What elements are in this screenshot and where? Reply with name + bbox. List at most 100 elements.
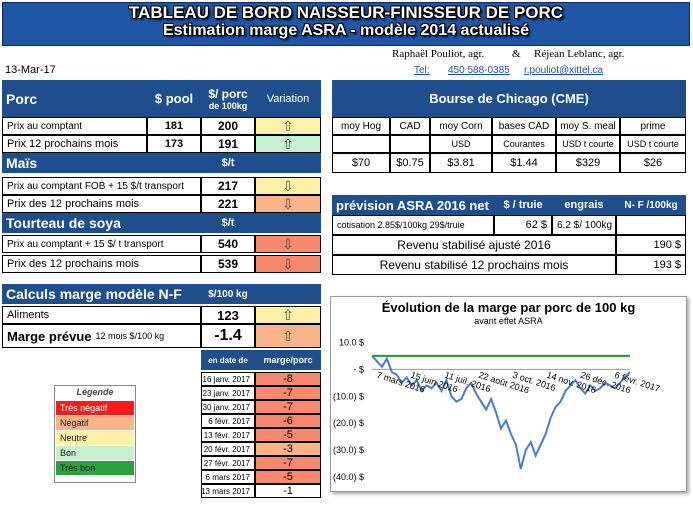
mais-row-label: Prix au comptant FOB + 15 $/t transport [7, 180, 185, 192]
revenu-12mois-cell: 193 $ [616, 255, 686, 275]
history-marge: -8 [255, 372, 321, 386]
porc-100kg-value: 200 [217, 119, 239, 133]
asra-truie-cell: 62 $ [494, 215, 552, 235]
mais-row-label: Prix des 12 prochains mois [7, 198, 140, 210]
soya-header: Tourteau de soya [2, 213, 201, 233]
tel-label: Tel: [414, 65, 430, 76]
mais-row-comptant: Prix au comptant FOB + 15 $/t transport [2, 177, 201, 195]
soya-header-fill [255, 213, 321, 233]
down-arrow-icon: ⇩ [282, 255, 294, 272]
porc-label: Porc [6, 90, 38, 107]
marge-row: Marge prévue 12 mois $/100 kg [2, 324, 201, 348]
cme-col-unit: Courantes [492, 135, 556, 153]
cme-col-header: moy S. meal [556, 117, 620, 135]
porc-header: Porc [2, 80, 147, 117]
porc-pool-12mois: 173 [147, 135, 201, 153]
cme-col-value: $1.44 [492, 153, 556, 173]
porc-row-12mois: Prix 12 prochains mois [2, 135, 147, 153]
soya-label: Tourteau de soya [6, 215, 121, 231]
mais-unit-label: $/t [221, 157, 235, 169]
cme-col-header: CAD [390, 117, 430, 135]
soya-unit: $/t [201, 213, 255, 233]
history-date: 6 mars 2017 [201, 470, 255, 484]
mais-unit: $/t [201, 153, 255, 173]
soya-row-comptant: Prix au comptant + 15 $/ t transport [2, 235, 201, 253]
y-tick-label: (20.0) $ [333, 418, 364, 428]
asra-col-nf-label: N- F /100kg [624, 199, 678, 211]
marge-sub-label: 12 mois $/100 kg [95, 331, 165, 341]
y-tick-label: (10.0) $ [333, 391, 364, 401]
asra-cotisation-label: cotisation 2.85$/100kg 29$/truie [337, 220, 465, 230]
history-marge: -7 [255, 456, 321, 470]
history-col-marge-label: marge/porc [263, 355, 313, 365]
series-line [371, 355, 631, 470]
cme-col-unit [390, 135, 430, 153]
soya-row-12mois: Prix des 12 prochains mois [2, 255, 201, 273]
mais-header: Maïs [2, 153, 201, 173]
mais-value-12mois: 221 [201, 195, 255, 213]
calculs-header-fill [255, 284, 321, 304]
aliments-value: 123 [217, 307, 239, 323]
title-banner [2, 2, 690, 46]
y-tick-label: (30.0) $ [333, 445, 364, 455]
legend-item: Bon [56, 446, 134, 460]
asra-cotisation-row: cotisation 2.85$/100kg 29$/truie [332, 215, 494, 235]
asra-engrais-value: 6.2 $/ 100kg [557, 219, 613, 231]
cme-col-unit: USD [430, 135, 492, 153]
cme-col-unit: USD t courte [620, 135, 686, 153]
history-col-date: en date de [201, 350, 255, 370]
soya-value: 539 [217, 257, 239, 271]
soya-row-label: Prix au comptant + 15 $/ t transport [7, 238, 164, 250]
legend-title: Légende [76, 387, 114, 397]
page-title: TABLEAU DE BORD NAISSEUR-FINISSEUR DE PO… [128, 3, 564, 22]
soya-row-label: Prix des 12 prochains mois [7, 258, 140, 270]
tel-link[interactable]: 450 588-0385 [448, 65, 510, 76]
author-1: Raphaël Pouliot, agr. [392, 48, 485, 60]
calculs-header: Calculs marge modèle N-F [2, 284, 201, 304]
porc-col-100kg: $/ porc de 100kg [201, 80, 255, 117]
email-link[interactable]: r.pouliot@xittel.ca [524, 65, 604, 76]
mais-value: 221 [217, 197, 239, 211]
calculs-unit-label: $/100 kg [208, 288, 248, 300]
mais-value: 217 [217, 179, 239, 193]
history-date: 6 févr. 2017 [201, 414, 255, 428]
marge-value: -1.4 [214, 327, 242, 344]
asra-nf-cell [616, 215, 686, 235]
up-arrow-icon: ⇧ [282, 306, 294, 323]
history-marge: -1 [255, 484, 321, 498]
marge-value-cell: -1.4 [201, 324, 255, 348]
marge-variation: ⇧ [255, 324, 321, 348]
chart-subtitle: avant effet ASRA [474, 316, 543, 326]
ampersand: & [512, 48, 521, 60]
porc-100kg-12mois: 191 [201, 135, 255, 153]
porc-col-pool-label: $ pool [154, 91, 194, 106]
chart-title: Évolution de la marge par porc de 100 kg [381, 300, 636, 315]
history-date: 16 janv. 2017 [201, 372, 255, 386]
revenu-ajuste-row: Revenu stabilisé ajusté 2016 [332, 235, 616, 255]
cme-col-value: $26 [620, 153, 686, 173]
history-date: 30 janv. 2017 [201, 400, 255, 414]
asra-col-engrais-label: engrais [564, 199, 604, 211]
y-tick-label: - $ [353, 364, 364, 374]
asra-col-truie-label: $ / truie [503, 199, 543, 211]
legend-item: Négatif [56, 416, 134, 430]
soya-variation-12mois: ⇩ [255, 255, 321, 273]
soya-value: 540 [217, 237, 239, 251]
aliments-variation: ⇧ [255, 306, 321, 324]
revenu-12mois-label: Revenu stabilisé 12 prochains mois [379, 258, 569, 272]
cme-col-header: bases CAD [492, 117, 556, 135]
cme-col-value: $70 [332, 153, 390, 173]
cme-col-unit: USD t courte [556, 135, 620, 153]
soya-value-comptant: 540 [201, 235, 255, 253]
legend-item: Très négatif [56, 401, 134, 415]
porc-col-variation: Variation [255, 80, 321, 117]
porc-variation-12mois: ⇧ [255, 135, 321, 153]
porc-col-100kg-sub: de 100kg [208, 100, 248, 111]
history-date: 27 févr. 2017 [201, 456, 255, 470]
history-marge: -7 [255, 386, 321, 400]
cme-col-value: $329 [556, 153, 620, 173]
mais-variation-12mois: ⇩ [255, 195, 321, 213]
mais-row-12mois: Prix des 12 prochains mois [2, 195, 201, 213]
up-arrow-icon: ⇧ [282, 135, 294, 152]
y-tick-label: (40.0) $ [333, 472, 364, 482]
